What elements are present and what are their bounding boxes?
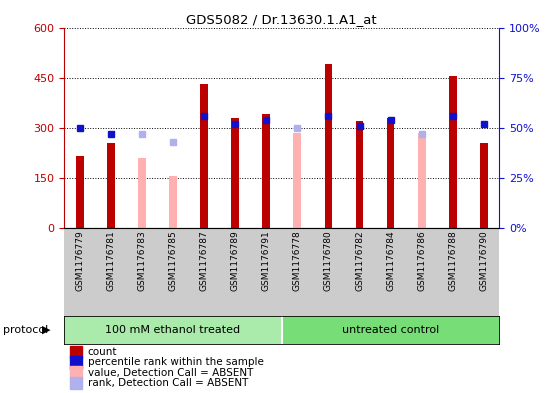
Bar <box>325 64 333 228</box>
Text: GSM1176787: GSM1176787 <box>200 231 209 291</box>
Text: untreated control: untreated control <box>342 325 439 335</box>
Text: GSM1176788: GSM1176788 <box>448 231 457 291</box>
Text: GSM1176785: GSM1176785 <box>169 231 177 291</box>
Text: ▶: ▶ <box>41 325 50 335</box>
Bar <box>282 316 499 344</box>
Text: GSM1176789: GSM1176789 <box>230 231 239 291</box>
Text: GSM1176791: GSM1176791 <box>262 231 271 291</box>
Text: GSM1176781: GSM1176781 <box>107 231 116 291</box>
Bar <box>294 133 301 228</box>
Bar <box>262 114 270 228</box>
Text: percentile rank within the sample: percentile rank within the sample <box>88 358 263 367</box>
Text: GSM1176783: GSM1176783 <box>137 231 146 291</box>
Text: GSM1176778: GSM1176778 <box>293 231 302 291</box>
Text: GSM1176784: GSM1176784 <box>386 231 395 291</box>
Text: 100 mM ethanol treated: 100 mM ethanol treated <box>105 325 240 335</box>
Text: count: count <box>88 347 117 357</box>
Bar <box>64 316 282 344</box>
Bar <box>138 158 146 228</box>
Text: GSM1176779: GSM1176779 <box>75 231 84 291</box>
Bar <box>169 176 177 228</box>
Bar <box>76 156 84 228</box>
Text: rank, Detection Call = ABSENT: rank, Detection Call = ABSENT <box>88 378 248 388</box>
Text: GSM1176790: GSM1176790 <box>479 231 488 291</box>
Bar <box>200 84 208 228</box>
Text: GSM1176786: GSM1176786 <box>417 231 426 291</box>
Bar <box>387 118 395 228</box>
Title: GDS5082 / Dr.13630.1.A1_at: GDS5082 / Dr.13630.1.A1_at <box>186 13 377 26</box>
Text: protocol: protocol <box>3 325 48 335</box>
Bar <box>231 118 239 228</box>
Bar <box>480 143 488 228</box>
Bar <box>107 143 115 228</box>
Text: value, Detection Call = ABSENT: value, Detection Call = ABSENT <box>88 368 253 378</box>
Text: GSM1176780: GSM1176780 <box>324 231 333 291</box>
Bar <box>355 121 363 228</box>
Bar <box>449 76 456 228</box>
Bar <box>418 133 426 228</box>
Text: GSM1176782: GSM1176782 <box>355 231 364 291</box>
